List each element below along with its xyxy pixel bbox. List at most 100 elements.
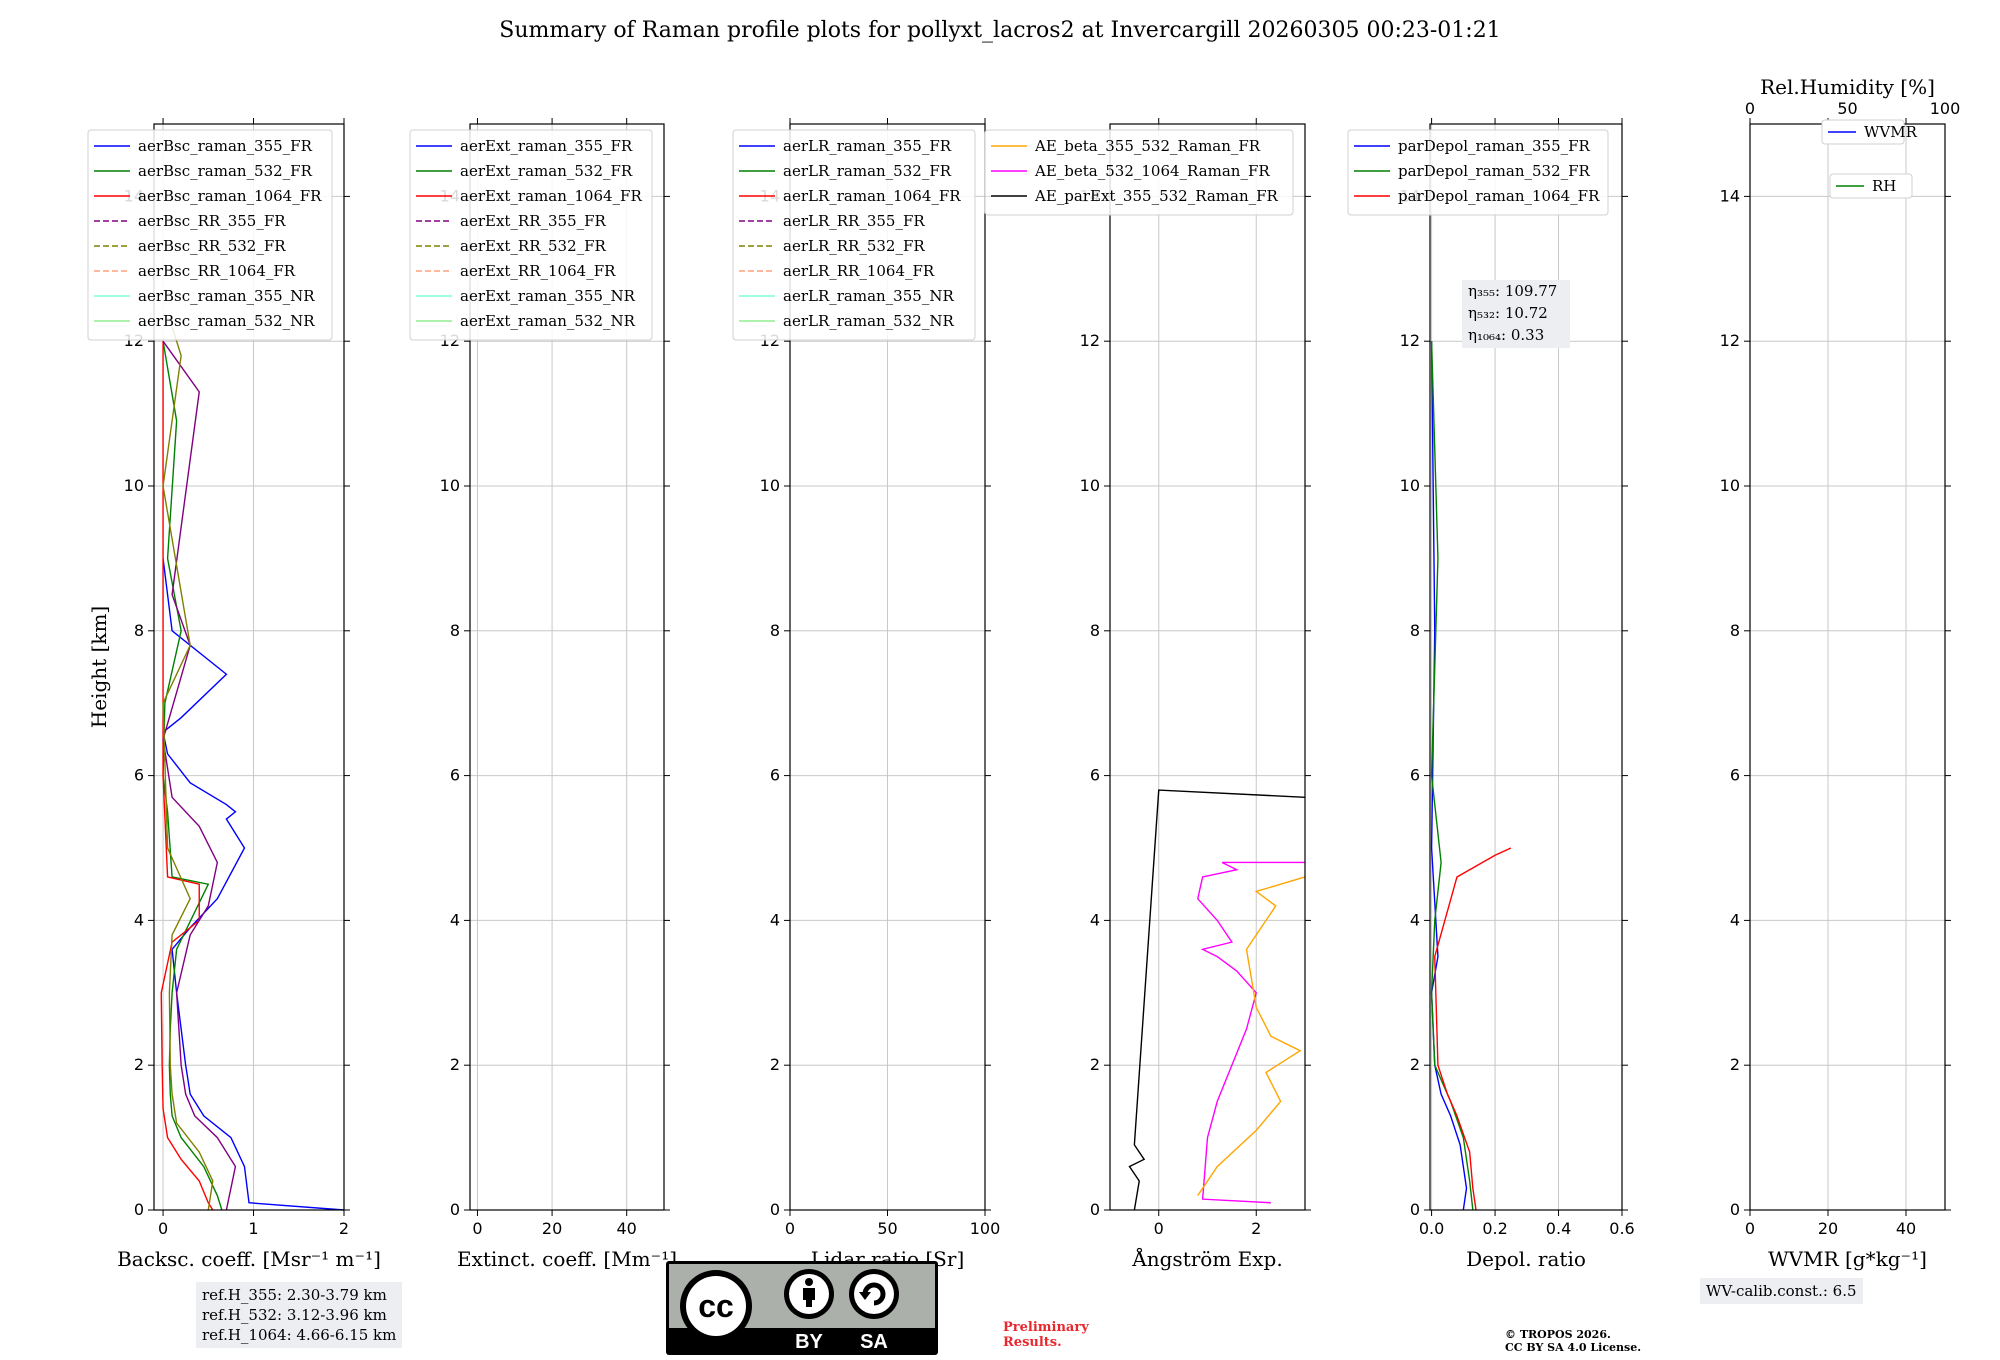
x-tick-label: 0: [785, 1219, 795, 1238]
chart-water_vapor: 0 20 40 0 2 4 6 8 10 12 14 WVMR [g*kg⁻¹] Rel.Humidit…: [1720, 75, 1961, 1271]
x-tick-label: 100: [970, 1219, 1001, 1238]
legend-label: aerBsc_raman_355_FR: [138, 137, 313, 155]
y-tick-label: 10: [124, 476, 144, 495]
y-tick-label: 10: [1720, 476, 1740, 495]
cc-license-badge: cc BY SA: [666, 1261, 938, 1355]
copyright-line-1: © TROPOS 2026.: [1505, 1328, 1611, 1341]
top-tick-label: 100: [1930, 99, 1961, 118]
legend-label: aerBsc_raman_355_NR: [138, 287, 315, 305]
series-aerBsc_raman_1064_FR: [160, 341, 214, 1211]
y-tick-label: 0: [770, 1200, 780, 1219]
y-tick-label: 10: [760, 476, 780, 495]
legend-label: AE_beta_532_1064_Raman_FR: [1034, 162, 1270, 180]
legend-label: aerLR_raman_532_NR: [783, 312, 954, 330]
legend-label: aerExt_raman_532_NR: [460, 312, 636, 330]
legend-label: aerExt_raman_1064_FR: [460, 187, 642, 205]
ref-height-1064: ref.H_1064: 4.66-6.15 km: [202, 1326, 397, 1344]
reference-heights-box: ref.H_355: 2.30-3.79 km ref.H_532: 3.12-…: [196, 1282, 403, 1348]
eta-label: η₁₀₆₄: 0.33: [1468, 326, 1544, 344]
figure-title: Summary of Raman profile plots for polly…: [499, 18, 1501, 43]
chart-depolarization: 0.00.20.40.602468101214Depol. ratioparDe…: [1347, 118, 1635, 1271]
legend-label: aerBsc_raman_1064_FR: [138, 187, 322, 205]
legend-box: [87, 129, 333, 341]
series-parDepol_raman_532_FR: [1430, 341, 1474, 1211]
legend-label: aerBsc_raman_532_FR: [138, 162, 313, 180]
y-tick-label: 12: [1400, 331, 1420, 350]
y-tick-label: 4: [134, 910, 144, 929]
cc-icon-text: cc: [698, 1288, 734, 1324]
legend-label: aerLR_RR_1064_FR: [783, 262, 935, 280]
eta-label: η₅₃₂: 10.72: [1468, 304, 1548, 322]
y-tick-label: 6: [1410, 766, 1420, 785]
ref-height-355: ref.H_355: 2.30-3.79 km: [202, 1286, 387, 1304]
x-tick-label: 0.4: [1546, 1219, 1571, 1238]
chart-backscatter: 01202468101214Backsc. coeff. [Msr⁻¹ m⁻¹]…: [87, 118, 381, 1271]
legend-label: parDepol_raman_355_FR: [1398, 137, 1591, 155]
y-tick-label: 0: [1730, 1200, 1740, 1219]
eta-label: η₃₅₅: 109.77: [1468, 282, 1557, 300]
x-axis-label: Ångström Exp.: [1131, 1246, 1282, 1271]
x-tick-label: 0.6: [1609, 1219, 1634, 1238]
legend-label: RH: [1872, 177, 1896, 195]
ref-height-532: ref.H_532: 3.12-3.96 km: [202, 1306, 387, 1324]
x-axis-label: WVMR [g*kg⁻¹]: [1768, 1247, 1927, 1271]
top-axis-label: Rel.Humidity [%]: [1760, 75, 1935, 99]
legend-label: aerLR_RR_355_FR: [783, 212, 925, 230]
x-tick-label: 20: [542, 1219, 562, 1238]
legend-label: aerBsc_RR_1064_FR: [138, 262, 296, 280]
legend-label: aerExt_RR_355_FR: [460, 212, 607, 230]
legend-label: aerLR_raman_532_FR: [783, 162, 952, 180]
y-tick-label: 6: [450, 766, 460, 785]
y-tick-label: 0: [450, 1200, 460, 1219]
x-tick-label: 40: [617, 1219, 637, 1238]
preliminary-note: Preliminary Results.: [1003, 1320, 1089, 1350]
x-tick-label: 1: [248, 1219, 258, 1238]
legend-label: AE_beta_355_532_Raman_FR: [1034, 137, 1261, 155]
y-tick-label: 2: [1410, 1055, 1420, 1074]
y-tick-label: 2: [134, 1055, 144, 1074]
y-tick-label: 2: [1730, 1055, 1740, 1074]
legend-label: aerBsc_raman_532_NR: [138, 312, 315, 330]
legend-box: [1829, 173, 1913, 199]
x-tick-label: 2: [339, 1219, 349, 1238]
y-tick-label: 10: [1080, 476, 1100, 495]
axes-frame: [1429, 123, 1623, 1211]
y-tick-label: 8: [450, 621, 460, 640]
y-tick-label: 8: [770, 621, 780, 640]
series-AE_parExt_355_532_Raman_FR: [1128, 789, 1306, 1211]
x-tick-label: 50: [877, 1219, 897, 1238]
top-tick-label: 50: [1837, 99, 1857, 118]
legend-label: AE_parExt_355_532_Raman_FR: [1034, 187, 1279, 205]
x-axis-label: Backsc. coeff. [Msr⁻¹ m⁻¹]: [117, 1247, 381, 1271]
legend-label: parDepol_raman_1064_FR: [1398, 187, 1600, 205]
x-tick-label: 0: [1154, 1219, 1164, 1238]
chart-angstrom: 0202468101214Ångström Exp.AE_beta_355_53…: [984, 118, 1311, 1271]
y-tick-label: 2: [770, 1055, 780, 1074]
y-tick-label: 4: [1410, 910, 1420, 929]
y-tick-label: 10: [440, 476, 460, 495]
legend-label: aerBsc_RR_532_FR: [138, 237, 286, 255]
y-tick-label: 8: [1410, 621, 1420, 640]
preliminary-line-1: Preliminary: [1003, 1320, 1089, 1335]
series-aerBsc_RR_532_FR: [162, 326, 214, 1211]
chart-extinction: 0204002468101214Extinct. coeff. [Mm⁻¹]ae…: [409, 118, 677, 1271]
legend-label: aerExt_RR_532_FR: [460, 237, 607, 255]
y-tick-label: 2: [1090, 1055, 1100, 1074]
legend-box: [409, 129, 653, 341]
series-aerBsc_RR_355_FR: [162, 340, 237, 1211]
x-tick-label: 0: [1745, 1219, 1755, 1238]
legend-label: aerLR_raman_1064_FR: [783, 187, 961, 205]
legend-box: [1347, 129, 1609, 216]
series-parDepol_raman_1064_FR: [1434, 847, 1512, 1211]
y-tick-label: 0: [1410, 1200, 1420, 1219]
axes-frame: [153, 123, 345, 1211]
wv-calibration-box: WV-calib.const.: 6.5: [1700, 1278, 1863, 1304]
x-tick-label: 0.0: [1419, 1219, 1444, 1238]
y-tick-label: 0: [1090, 1200, 1100, 1219]
x-axis-label: Depol. ratio: [1466, 1247, 1586, 1271]
by-label: BY: [795, 1331, 823, 1353]
x-tick-label: 20: [1818, 1219, 1838, 1238]
y-tick-label: 6: [1730, 766, 1740, 785]
series-AE_beta_355_532_Raman_FR: [1197, 876, 1306, 1196]
